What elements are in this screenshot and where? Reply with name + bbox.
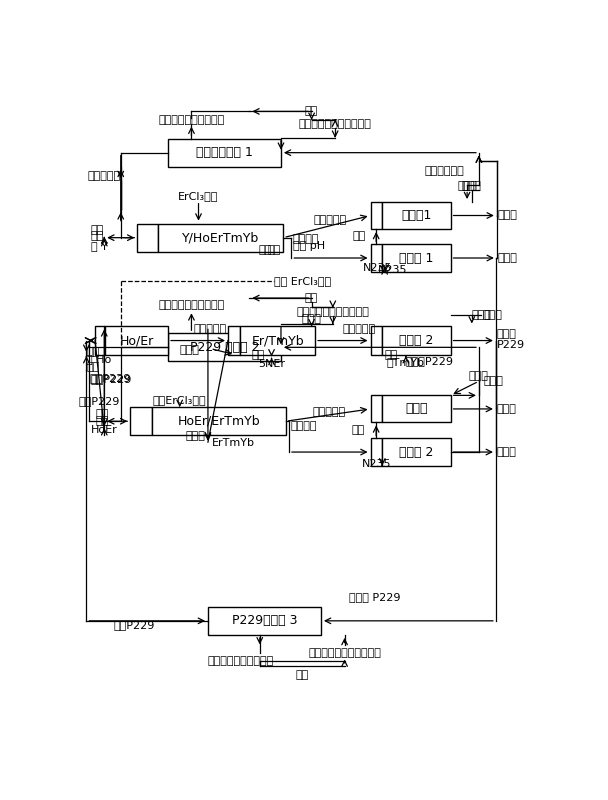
Bar: [95, 326, 105, 354]
Text: 洗涤酸: 洗涤酸: [302, 314, 322, 324]
Bar: [168, 138, 281, 167]
Text: 反洗酸: 反洗酸: [462, 181, 482, 191]
Text: 有机相: 有机相: [497, 404, 517, 414]
Text: 皂化P229: 皂化P229: [90, 374, 131, 384]
Text: 负载有机相: 负载有机相: [313, 407, 346, 417]
Bar: [370, 202, 382, 229]
Bar: [382, 245, 451, 271]
Text: 水相: 水相: [384, 350, 398, 360]
Text: N235: N235: [362, 458, 392, 469]
Text: N235: N235: [363, 263, 392, 274]
Text: 皂化P229: 皂化P229: [79, 396, 120, 406]
Text: 富TmYb: 富TmYb: [387, 357, 425, 367]
Text: 分取: 分取: [258, 245, 272, 255]
Text: 未负载P229: 未负载P229: [406, 357, 454, 366]
Bar: [382, 326, 451, 354]
Text: 富 Y: 富 Y: [91, 241, 108, 250]
Text: 氯根型阴离子交换树脂: 氯根型阴离子交换树脂: [158, 115, 224, 125]
Text: 负载有机相: 负载有机相: [194, 324, 227, 334]
Text: 分取: 分取: [90, 225, 103, 234]
Text: 水相: 水相: [353, 231, 366, 242]
Text: 氢氧根型阴离子交换树脂: 氢氧根型阴离子交换树脂: [299, 118, 371, 129]
Text: P229皂化段 3: P229皂化段 3: [232, 614, 297, 627]
Text: 氯根型阴离子交换树脂: 氯根型阴离子交换树脂: [158, 301, 224, 310]
Text: 萃酸段 1: 萃酸段 1: [399, 251, 434, 265]
Text: 有机相: 有机相: [498, 210, 517, 221]
Text: 分取: 分取: [96, 409, 109, 419]
Text: ErTmYb: ErTmYb: [212, 438, 255, 449]
Bar: [370, 438, 382, 466]
Text: Er/TmYb: Er/TmYb: [251, 334, 304, 347]
Text: 有机相: 有机相: [497, 330, 517, 339]
Text: 浓缩酸: 浓缩酸: [469, 371, 489, 382]
Text: 氢氧根型阴离子交换树脂: 氢氧根型阴离子交换树脂: [296, 306, 369, 317]
Text: ErCl₃料液: ErCl₃料液: [178, 190, 219, 201]
Text: 反萃段1: 反萃段1: [401, 209, 431, 222]
Bar: [370, 395, 382, 422]
Bar: [137, 223, 157, 252]
Bar: [228, 326, 240, 354]
Text: HoEr/ErTmYb: HoEr/ErTmYb: [178, 414, 260, 428]
Text: 皂化环烷酸: 皂化环烷酸: [88, 171, 121, 181]
Bar: [208, 606, 321, 635]
Text: 负载有机相: 负载有机相: [342, 324, 375, 334]
Text: 调节 pH: 调节 pH: [293, 241, 325, 250]
Text: 反萃段 2: 反萃段 2: [399, 334, 434, 347]
Text: 5NEr: 5NEr: [258, 359, 285, 369]
Text: 分取: 分取: [86, 362, 100, 372]
Text: 萃酸段 2: 萃酸段 2: [399, 446, 434, 458]
Text: 有机相: 有机相: [185, 431, 206, 441]
Text: 氢氧根型阴离子交换树脂: 氢氧根型阴离子交换树脂: [308, 648, 381, 658]
Text: Y/HoErTmYb: Y/HoErTmYb: [182, 231, 259, 244]
Bar: [152, 407, 286, 435]
Text: 未负载环烷酸: 未负载环烷酸: [424, 166, 465, 176]
Text: 再生: 再生: [305, 293, 318, 303]
Text: 再生: 再生: [305, 106, 318, 116]
Bar: [168, 333, 281, 362]
Text: 皂化P229: 皂化P229: [89, 373, 131, 383]
Text: 皂化P229: 皂化P229: [114, 619, 155, 630]
Text: 环烷酸皂化段 1: 环烷酸皂化段 1: [196, 146, 253, 159]
Text: 氯根型阴离子交换树脂: 氯根型阴离子交换树脂: [208, 657, 274, 666]
Text: 负载有机相: 负载有机相: [314, 215, 347, 226]
Text: 有机相: 有机相: [497, 447, 517, 457]
Text: N235: N235: [378, 265, 407, 274]
Text: HoEr: HoEr: [91, 425, 117, 435]
Bar: [130, 407, 152, 435]
Text: 反萃酸: 反萃酸: [471, 310, 491, 320]
Text: 水相: 水相: [90, 231, 103, 242]
Text: 有机相: 有机相: [498, 253, 517, 263]
Bar: [382, 202, 451, 229]
Text: P229: P229: [497, 340, 525, 350]
Bar: [382, 395, 451, 422]
Bar: [157, 223, 283, 252]
Text: 水相: 水相: [96, 416, 109, 426]
Text: 萃余水相: 萃余水相: [293, 234, 319, 244]
Text: 反洗酸: 反洗酸: [457, 181, 477, 191]
Text: 反萃酸: 反萃酸: [482, 310, 502, 320]
Bar: [240, 326, 315, 354]
Text: 水相: 水相: [351, 425, 365, 435]
Bar: [105, 326, 168, 354]
Bar: [370, 326, 382, 354]
Bar: [382, 438, 451, 466]
Bar: [370, 245, 382, 271]
Text: 富 Ho: 富 Ho: [86, 354, 112, 364]
Text: 浓缩酸: 浓缩酸: [483, 376, 503, 386]
Text: 除钇 ErCl₃料液: 除钇 ErCl₃料液: [274, 276, 331, 286]
Text: 水相: 水相: [251, 350, 264, 360]
Text: P229 皂化段 2: P229 皂化段 2: [190, 341, 259, 354]
Text: 分取: 分取: [268, 245, 281, 255]
Text: 水相: 水相: [86, 346, 100, 357]
Text: 萃余水相: 萃余水相: [291, 421, 317, 430]
Text: 洗涤剂: 洗涤剂: [179, 345, 199, 354]
Text: 浓缩段: 浓缩段: [405, 402, 427, 415]
Text: 再生: 再生: [295, 670, 309, 680]
Text: 未负载 P229: 未负载 P229: [349, 593, 401, 602]
Text: Ho/Er: Ho/Er: [120, 334, 154, 347]
Text: 除钇ErCl₃料液: 除钇ErCl₃料液: [153, 394, 207, 405]
